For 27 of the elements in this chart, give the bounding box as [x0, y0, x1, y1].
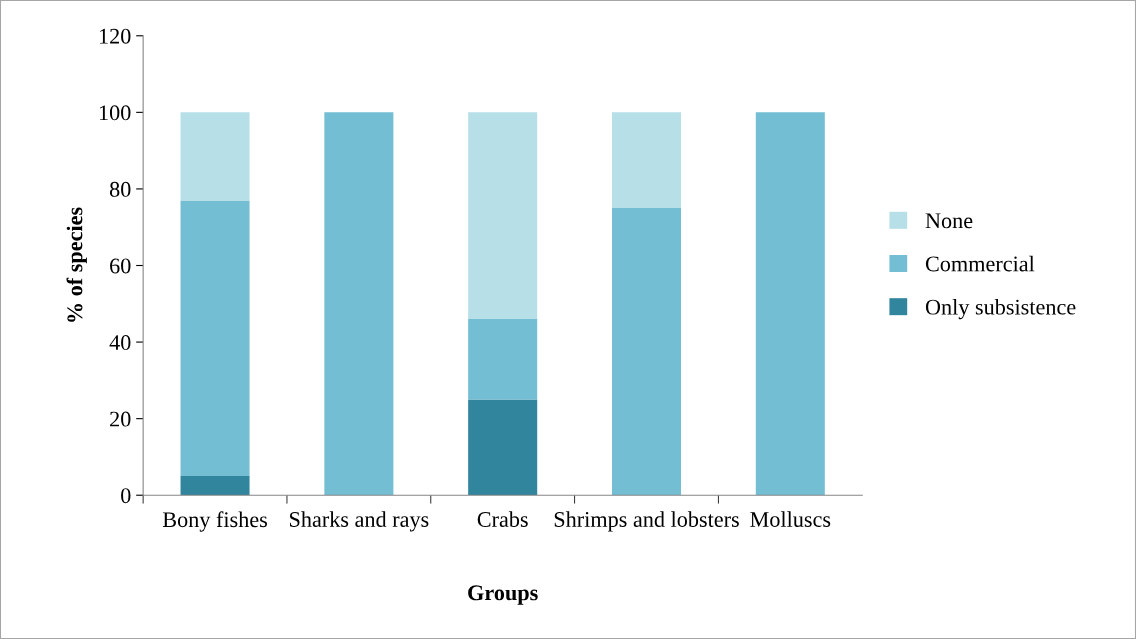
y-tick-label: 40: [109, 335, 131, 351]
bar: [180, 200, 250, 477]
y-tick-label: 100: [99, 105, 131, 121]
x-tick-label: Sharks and rays: [289, 511, 429, 532]
y-tick-label: 20: [110, 411, 131, 427]
y-tick-label: 80: [109, 181, 131, 197]
x-tick-label: Shrimps and lobsters: [554, 511, 739, 532]
y-tick-label: 0: [121, 488, 131, 504]
bar: [468, 399, 538, 496]
y-tick-label: 120: [99, 28, 131, 44]
bar: [324, 112, 394, 496]
bar: [755, 112, 825, 496]
x-tick-label: Bony fishes: [162, 511, 268, 532]
y-tick-label: 60: [110, 258, 131, 274]
x-axis-title: Groups: [468, 585, 538, 605]
bar: [611, 208, 682, 496]
y-axis-title: % of species: [66, 207, 87, 322]
bar: [468, 112, 538, 320]
x-tick-label: Molluscs: [750, 511, 831, 527]
bar: [180, 112, 250, 201]
bar: [468, 319, 538, 400]
legend-label: Commercial: [925, 255, 1035, 272]
bar: [611, 112, 682, 209]
legend-label: Only subsistence: [925, 298, 1076, 320]
bar: [180, 476, 250, 496]
legend-label: None: [925, 213, 973, 229]
x-tick-label: Crabs: [477, 511, 528, 527]
